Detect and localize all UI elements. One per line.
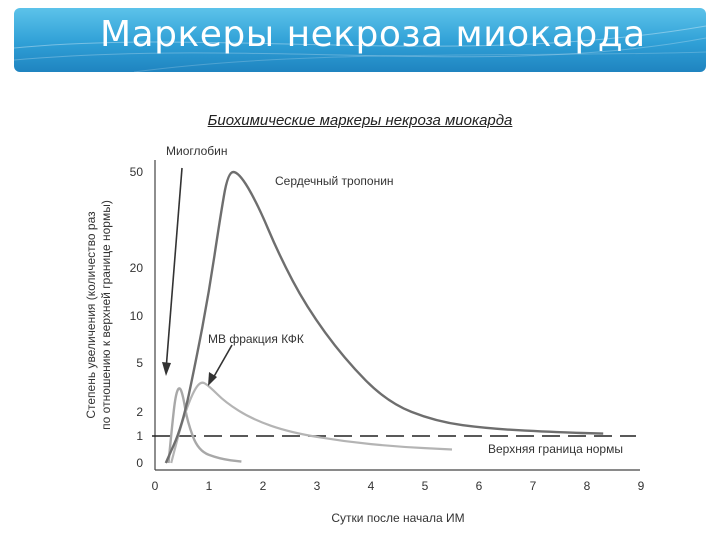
x-tick-label: 3 (314, 479, 321, 493)
x-tick-label: 7 (530, 479, 537, 493)
chart-title-container: Биохимические маркеры некроза миокарда (0, 112, 720, 129)
x-tick-label: 6 (476, 479, 483, 493)
x-tick-label: 9 (638, 479, 645, 493)
x-tick-label: 8 (584, 479, 591, 493)
mb-ck-line (170, 381, 453, 464)
chart-axes (154, 160, 640, 471)
slide-header: Маркеры некроза миокарда (14, 8, 706, 72)
myoglobin-arrowhead (162, 362, 171, 376)
y-tick-label: 20 (130, 261, 144, 275)
x-tick-label: 2 (260, 479, 267, 493)
myoglobin-arrow (165, 167, 183, 371)
y-tick-labels: 0 1 2 5 10 20 50 (130, 165, 144, 470)
myoglobin-line (167, 387, 242, 464)
y-axis-label-line2: по отношению к верхней границе нормы) (99, 200, 113, 430)
y-tick-label: 0 (136, 456, 143, 470)
x-tick-label: 0 (152, 479, 159, 493)
y-tick-label: 10 (130, 309, 144, 323)
x-tick-label: 1 (206, 479, 213, 493)
myoglobin-label: Миоглобин (166, 144, 228, 158)
chart-title: Биохимические маркеры некроза миокарда (207, 112, 513, 129)
mb-ck-label: МВ фракция КФК (208, 332, 304, 346)
mb-ck-arrowhead (208, 372, 217, 386)
x-tick-label: 4 (368, 479, 375, 493)
y-axis-label-line1: Степень увеличения (количество раз (84, 211, 98, 419)
x-axis-label: Сутки после начала ИМ (331, 511, 464, 525)
y-tick-label: 1 (136, 429, 143, 443)
slide-title: Маркеры некроза миокарда (100, 14, 646, 55)
upper-limit-label: Верхняя граница нормы (488, 442, 623, 456)
y-tick-label: 2 (136, 405, 143, 419)
y-tick-label: 5 (136, 356, 143, 370)
x-tick-label: 5 (422, 479, 429, 493)
header-sheen-decoration (14, 25, 706, 72)
mb-ck-arrow (211, 344, 233, 381)
y-tick-label: 50 (130, 165, 144, 179)
troponin-line (164, 170, 604, 464)
series-lines (164, 170, 604, 464)
troponin-label: Сердечный тропонин (275, 174, 394, 188)
x-tick-labels: 0 1 2 3 4 5 6 7 8 9 (152, 479, 645, 493)
